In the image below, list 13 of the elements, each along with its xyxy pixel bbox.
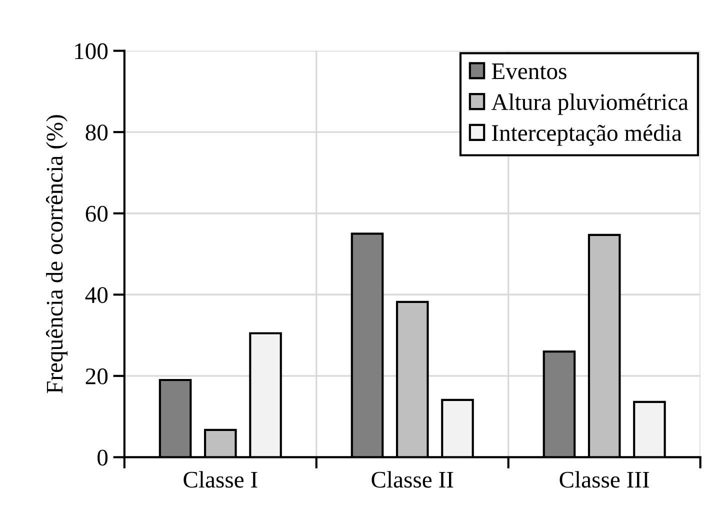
legend-label: Altura pluviométrica bbox=[491, 93, 688, 115]
y-tick-label: 60 bbox=[86, 206, 108, 222]
legend-label: Interceptação média bbox=[492, 124, 682, 146]
y-tick-label: 20 bbox=[86, 368, 108, 384]
y-tick-label: 100 bbox=[75, 43, 108, 60]
y-tick-label: 80 bbox=[86, 124, 108, 141]
y-tick-label: 40 bbox=[85, 287, 108, 304]
x-tick-label: Classe I bbox=[184, 471, 258, 488]
x-tick-label: Classe III bbox=[560, 471, 650, 488]
y-axis-title: Frequência de ocorrência (%) bbox=[46, 115, 68, 394]
legend-label: Eventos bbox=[492, 64, 566, 80]
x-tick-label: Classe II bbox=[372, 471, 454, 488]
y-tick-label: 0 bbox=[98, 450, 108, 466]
